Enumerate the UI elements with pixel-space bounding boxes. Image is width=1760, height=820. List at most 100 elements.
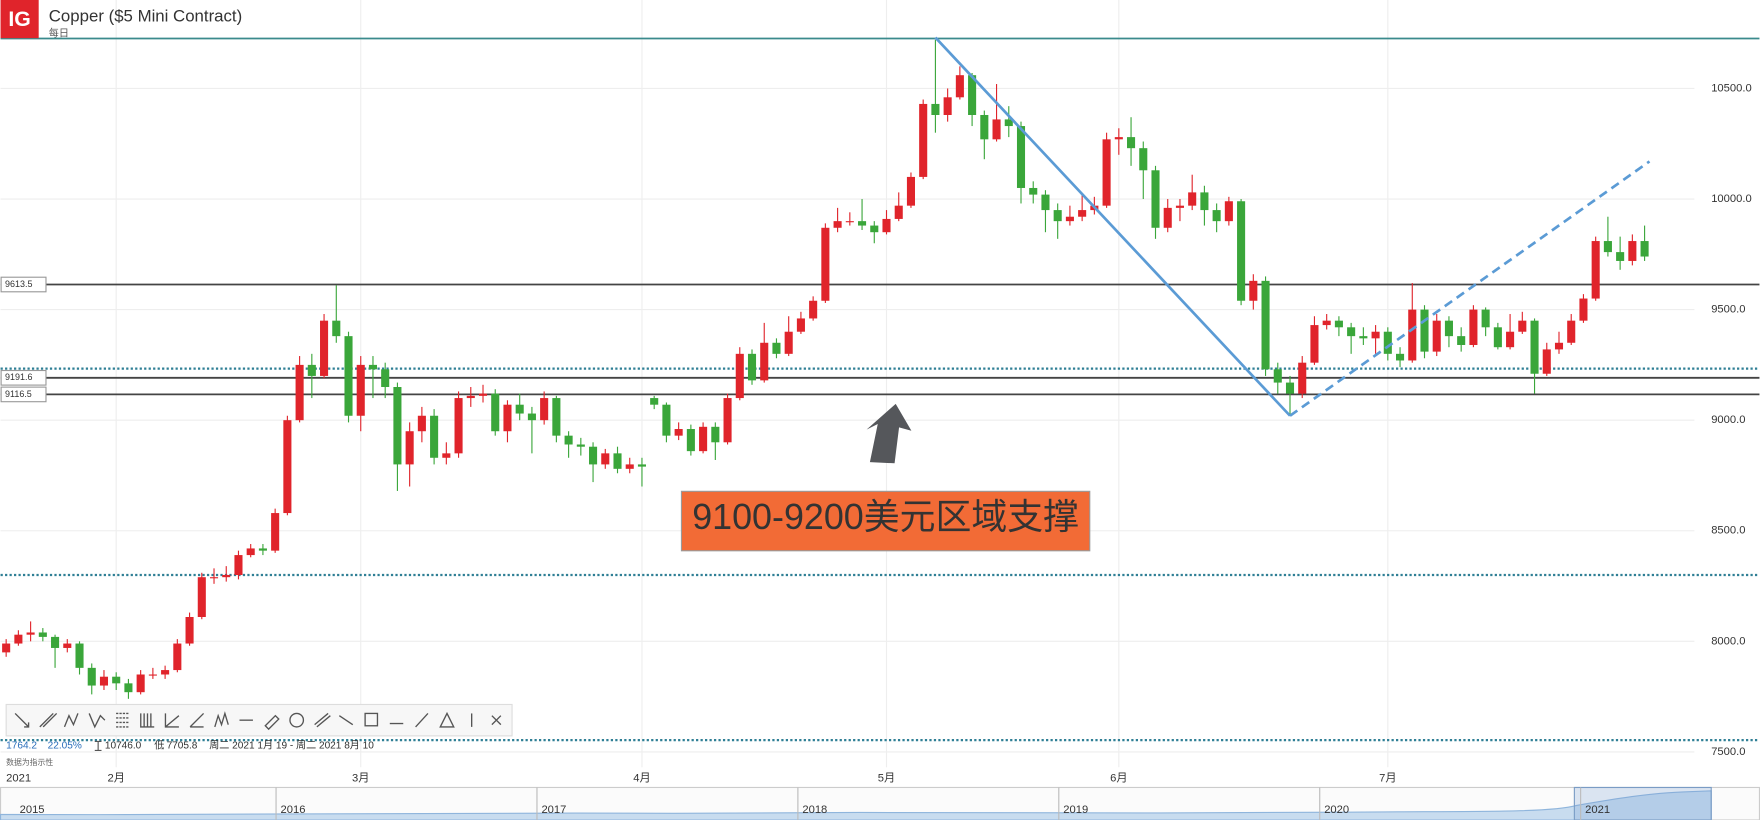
- candle-body: [1285, 382, 1295, 394]
- candle-body: [344, 336, 353, 416]
- y-tick-label: 8000.0: [1711, 635, 1745, 647]
- tool-triangle[interactable]: [439, 711, 455, 728]
- stat-low-label: 低: [154, 739, 164, 752]
- candle-body: [1273, 369, 1282, 383]
- candle-body: [723, 398, 732, 443]
- tool-angle[interactable]: [189, 712, 205, 728]
- candle-body: [38, 632, 47, 637]
- candle-body: [1481, 309, 1490, 328]
- candle-body: [430, 415, 439, 458]
- candle-body: [772, 342, 781, 354]
- tool-path[interactable]: [338, 715, 354, 726]
- candle-body: [1554, 342, 1564, 350]
- candle-body: [1004, 119, 1013, 127]
- tool-line[interactable]: [415, 712, 429, 728]
- candle-body: [1371, 331, 1380, 339]
- candle-body: [650, 398, 659, 405]
- candle-body: [1383, 331, 1392, 354]
- candle-body: [112, 676, 121, 684]
- candle-body: [26, 632, 35, 635]
- candle-body: [1444, 320, 1453, 337]
- candle-body: [906, 176, 915, 206]
- tool-close[interactable]: [491, 715, 502, 726]
- levels: 9613.5 9191.6 9116.5: [0, 37, 1760, 742]
- candle-body: [1567, 320, 1576, 343]
- navigator-year: 2020: [1324, 804, 1349, 816]
- candle-body: [1298, 362, 1307, 394]
- x-tick-label: 5月: [878, 772, 895, 784]
- candle-body: [136, 674, 145, 693]
- candle-body: [882, 218, 891, 233]
- candle-body: [992, 119, 1001, 140]
- stat-low: 7705.8: [167, 741, 198, 752]
- candle-body: [1102, 139, 1111, 206]
- candle-body: [1200, 192, 1209, 211]
- candle-body: [75, 643, 84, 668]
- candle-body: [735, 353, 744, 399]
- candle-body: [833, 221, 842, 228]
- tool-fan[interactable]: [164, 713, 180, 728]
- candle-body: [1506, 331, 1515, 348]
- candle-body: [320, 320, 329, 376]
- candle-body: [1114, 137, 1123, 140]
- candle-body: [1420, 309, 1429, 352]
- candle-body: [1542, 349, 1551, 374]
- level-label-box: [0, 386, 47, 403]
- stat-range: 周二 2021 1月 19 - 周二 2021 8月 10: [209, 740, 374, 752]
- candle-body: [845, 221, 854, 223]
- candle-body: [271, 513, 280, 551]
- tool-arrow[interactable]: [14, 712, 30, 728]
- toolbar-icons: [14, 711, 502, 731]
- x-tick-label: 4月: [633, 772, 650, 784]
- candle-body: [1396, 353, 1405, 361]
- candle-body: [234, 555, 243, 575]
- candle-body: [491, 393, 500, 432]
- candle-body: [442, 453, 451, 458]
- tool-rect[interactable]: [364, 712, 379, 727]
- candle-body: [564, 435, 573, 445]
- candle-body: [209, 577, 219, 579]
- candle-body: [417, 415, 426, 432]
- tool-pattern[interactable]: [214, 711, 229, 728]
- candle-body: [246, 548, 255, 556]
- candle-body: [686, 429, 695, 452]
- tool-circle[interactable]: [289, 712, 305, 728]
- candle-body: [1530, 320, 1539, 374]
- candle-body: [1628, 241, 1637, 261]
- candle-body: [552, 398, 561, 436]
- x-tick-label: 3月: [352, 772, 369, 784]
- tool-parallel[interactable]: [314, 712, 331, 728]
- candle-body: [332, 320, 341, 337]
- tool-fib[interactable]: [116, 712, 130, 728]
- tool-zigzag[interactable]: [88, 713, 106, 729]
- tool-ruler[interactable]: [264, 714, 280, 731]
- candle-body: [1127, 137, 1136, 149]
- candle-body: [821, 227, 830, 301]
- candle-body: [161, 670, 170, 675]
- high-icon: [94, 740, 102, 752]
- navigator-year: 2019: [1063, 804, 1088, 816]
- tool-wave[interactable]: [63, 713, 79, 728]
- candle-body: [1212, 210, 1221, 222]
- candle-body: [14, 634, 23, 644]
- candle-body: [1237, 201, 1246, 301]
- navigator-window[interactable]: [1573, 786, 1712, 820]
- tool-channel[interactable]: [39, 712, 58, 728]
- candle-body: [919, 103, 928, 177]
- candle-body: [1640, 241, 1649, 257]
- level-label-box: [0, 369, 47, 386]
- navigator-year: 2018: [802, 804, 827, 816]
- trendlines: [934, 36, 1651, 417]
- candle-body: [711, 426, 720, 443]
- tool-grid[interactable]: [140, 713, 155, 728]
- candle-body: [576, 444, 585, 447]
- candle-body: [1163, 207, 1172, 228]
- stat-change: 1764.2: [6, 741, 37, 752]
- candle-body: [478, 393, 488, 396]
- level-label: 9613.5: [5, 279, 32, 289]
- candle-body: [662, 404, 671, 436]
- candle-body: [2, 643, 11, 653]
- candle-body: [601, 453, 610, 465]
- candle-body: [1188, 192, 1197, 206]
